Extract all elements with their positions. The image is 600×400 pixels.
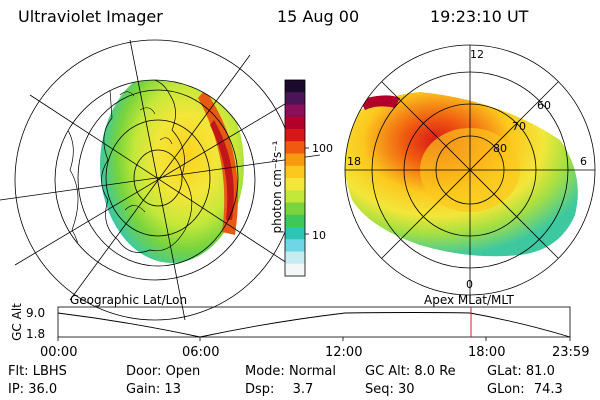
colorbar-segment (285, 227, 305, 240)
glon-label: GLon: 74.3 (487, 382, 563, 397)
glat-label: GLat: 81.0 (487, 364, 555, 379)
altitude-xtick-4: 23:59 (552, 345, 590, 360)
door-label: Door: Open (126, 364, 201, 379)
altitude-ytick-9: 9.0 (26, 306, 46, 320)
colorbar-segment (285, 141, 305, 154)
colorbar-segment (285, 153, 305, 167)
colorbar-segment (285, 165, 305, 179)
altitude-curve (57, 312, 571, 338)
dsp-label: Dsp: 3.7 (245, 382, 314, 397)
flt-value: LBHS (32, 364, 67, 379)
mlt-label-0: 0 (466, 278, 473, 291)
colorbar-segment (285, 214, 305, 228)
mlt-label-6: 6 (580, 155, 587, 168)
mode-label: Mode: Normal (245, 364, 336, 379)
colorbar-segment (285, 104, 305, 118)
gcalt-value: 8.0 Re (414, 364, 456, 379)
ip-label: IP: 36.0 (8, 382, 58, 397)
mlt-polar-view (344, 44, 596, 296)
colorbar-segment (285, 116, 305, 130)
mlat-label-80: 80 (493, 142, 507, 155)
mlt-label-18: 18 (347, 155, 361, 168)
colorbar-segment (285, 263, 305, 277)
altitude-ytick-1.8: 1.8 (26, 327, 46, 341)
colorbar-segment (285, 178, 305, 191)
instrument-title: Ultraviolet Imager (18, 7, 163, 26)
colorbar-tick-10: 10 (312, 229, 326, 242)
mlat-label-70: 70 (512, 120, 526, 133)
colorbar-segment (285, 251, 305, 265)
colorbar-segment (285, 129, 305, 142)
time-label: 19:23:10 UT (430, 7, 529, 26)
glon-value: 74.3 (533, 382, 563, 397)
gcalt-label: GC Alt: 8.0 Re (365, 364, 456, 379)
colorbar-unit-label: photon cm⁻²s⁻¹ (270, 140, 284, 234)
altitude-xtick-0: 00:00 (40, 345, 78, 360)
colorbar-frame (284, 79, 306, 277)
colorbar-segment (285, 92, 305, 105)
mode-value: Normal (288, 364, 336, 379)
left-panel-caption: Geographic Lat/Lon (70, 293, 188, 307)
seq-label: Seq: 30 (365, 382, 415, 397)
gain-value: 13 (164, 382, 181, 397)
altitude-plot (57, 306, 571, 341)
altitude-xtick-3: 18:00 (468, 345, 506, 360)
colorbar-segment (285, 239, 305, 252)
glat-value: 81.0 (525, 364, 555, 379)
mlat-label-60: 60 (537, 99, 551, 112)
colorbar-segment (285, 80, 305, 93)
altitude-xtick-1: 06:00 (182, 345, 220, 360)
seq-value: 30 (398, 382, 415, 397)
colorbar-tick-100: 100 (312, 142, 333, 155)
altitude-ylabel: GC Alt (10, 303, 24, 341)
colorbar-segment (285, 190, 305, 203)
gain-label: Gain: 13 (126, 382, 181, 397)
colorbar (284, 79, 309, 277)
colorbar-segment (285, 202, 305, 216)
date-label: 15 Aug 00 (277, 7, 360, 26)
flt-label: Flt: LBHS (8, 364, 67, 379)
dsp-value: 3.7 (292, 382, 314, 397)
mlt-label-12: 12 (470, 48, 484, 61)
ip-value: 36.0 (28, 382, 58, 397)
right-panel-caption: Apex MLat/MLT (424, 293, 514, 307)
door-value: Open (165, 364, 201, 379)
altitude-xtick-2: 12:00 (325, 345, 363, 360)
coastline (101, 80, 193, 253)
